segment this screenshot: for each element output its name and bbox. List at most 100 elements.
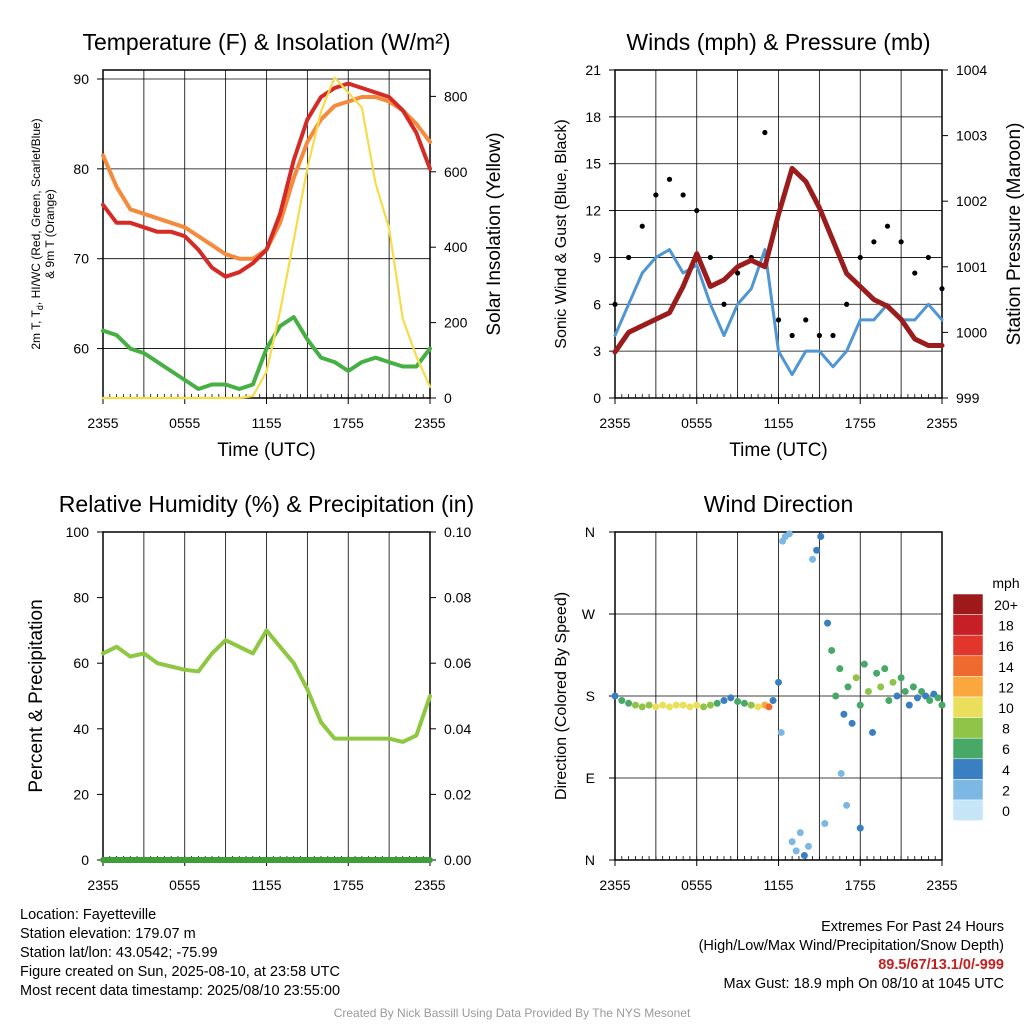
direction-point xyxy=(828,646,836,654)
gust-point xyxy=(653,192,659,198)
gust-point xyxy=(626,254,632,261)
direction-point xyxy=(860,660,868,668)
y-tick-label: 60 xyxy=(73,655,89,671)
direction-point xyxy=(913,694,921,702)
direction-point xyxy=(909,683,917,691)
y-tick-right-label: 800 xyxy=(444,88,468,104)
gust-point xyxy=(639,223,645,229)
legend-swatch xyxy=(952,696,984,718)
y-tick-label: 80 xyxy=(73,161,89,177)
direction-point xyxy=(769,697,777,705)
direction-point xyxy=(873,669,881,677)
legend-label: 16 xyxy=(998,638,1014,654)
station-info: Location: Fayetteville Station elevation… xyxy=(20,906,340,1001)
direction-point xyxy=(877,683,885,691)
legend-swatch xyxy=(952,676,984,698)
y-tick-right-label: 0.04 xyxy=(444,721,471,737)
gust-point xyxy=(830,332,836,339)
y-tick-right-label: 1002 xyxy=(956,193,987,209)
direction-point xyxy=(905,701,913,709)
direction-point xyxy=(775,678,782,686)
direction-point xyxy=(747,701,755,709)
y-tick-label: 100 xyxy=(66,524,90,540)
direction-point xyxy=(938,701,946,709)
y-axis-label: Sonic Wind & Gust (Blue, Black) xyxy=(553,119,570,348)
x-tick-label: 1755 xyxy=(333,415,364,431)
gust-point xyxy=(925,254,931,261)
x-tick-label: 2355 xyxy=(599,415,630,431)
plot-frame xyxy=(102,69,431,399)
legend-label: 8 xyxy=(1002,721,1010,737)
direction-point xyxy=(652,703,660,711)
direction-point xyxy=(856,701,864,709)
direction-point xyxy=(638,703,646,711)
x-tick-label: 2355 xyxy=(599,877,630,893)
direction-point xyxy=(809,555,817,563)
legend-label: 4 xyxy=(1002,762,1010,778)
x-tick-label: 2355 xyxy=(414,415,445,431)
direction-point xyxy=(765,703,773,711)
gust-point xyxy=(721,301,727,307)
gust-point xyxy=(871,239,877,245)
x-tick-label: 0555 xyxy=(169,415,200,431)
y-tick-right-label: 1004 xyxy=(956,62,987,78)
legend-label: 6 xyxy=(1002,741,1010,757)
y-tick-label: 20 xyxy=(73,786,89,802)
x-tick-label: 2355 xyxy=(414,877,445,893)
y-tick-right-label: 0.00 xyxy=(444,852,471,868)
direction-point xyxy=(706,701,714,709)
direction-point xyxy=(666,703,673,711)
created-text: Figure created on Sun, 2025-08-10, at 23… xyxy=(20,964,340,980)
y-tick-label: 0 xyxy=(81,852,89,868)
direction-point xyxy=(631,701,639,709)
gust-point xyxy=(735,270,741,276)
legend-swatch xyxy=(952,614,984,636)
direction-point xyxy=(785,530,793,538)
x-tick-label: 0555 xyxy=(681,877,712,893)
direction-point xyxy=(693,701,701,709)
x-tick-label: 2355 xyxy=(87,415,118,431)
direction-point xyxy=(881,665,889,673)
legend-swatch xyxy=(952,779,984,801)
direction-point xyxy=(840,710,848,718)
y-tick-label: 9 xyxy=(593,249,601,265)
direction-point xyxy=(679,701,687,709)
y-axis-label: Percent & Precipitation xyxy=(26,599,47,792)
series-solar xyxy=(101,76,432,400)
y-tick-label: 21 xyxy=(585,62,601,78)
direction-point xyxy=(611,692,619,700)
direction-point xyxy=(625,699,633,707)
direction-point xyxy=(893,692,901,700)
legend-label: 20+ xyxy=(994,597,1018,613)
direction-point xyxy=(754,703,762,711)
extremes-values: 89.5/67/13.1/0/-999 xyxy=(878,957,1004,973)
direction-point xyxy=(713,699,721,707)
y-tick-right-label: 0 xyxy=(444,390,452,406)
panel-rh: 2355 0555 1155 1755 2355 Relative Humidity (%… xyxy=(26,491,474,893)
direction-point xyxy=(901,687,909,695)
direction-point xyxy=(796,829,804,837)
direction-point xyxy=(645,701,653,709)
x-axis-label: Time (UTC) xyxy=(217,440,316,461)
legend-swatch xyxy=(952,634,984,657)
y-tick-label: 40 xyxy=(73,721,89,737)
legend-swatch xyxy=(952,593,984,615)
y-tick-label: E xyxy=(586,770,595,786)
gust-point xyxy=(789,332,795,339)
x-tick-label: 0555 xyxy=(681,415,712,431)
x-tick-label: 1155 xyxy=(763,415,793,431)
legend-label: 14 xyxy=(998,659,1014,675)
direction-point xyxy=(848,719,856,727)
y-tick-right-label: 1000 xyxy=(956,324,987,340)
gust-point xyxy=(898,239,904,245)
x-tick-label: 1155 xyxy=(763,877,793,893)
y-axis-right-label: Solar Insolation (Yellow) xyxy=(484,132,505,335)
gust-point xyxy=(775,317,782,323)
legend-swatch xyxy=(952,655,984,677)
panel-dir: 2355 0555 1155 1755 2355 Wind Direction N E S W N D… xyxy=(553,491,1020,893)
y-axis-label-line2: & 9m T (Orange) xyxy=(43,189,57,279)
y-tick-label: N xyxy=(585,524,595,540)
gust-point xyxy=(666,176,673,182)
extremes-info: Extremes For Past 24 Hours (High/Low/Max… xyxy=(544,918,1004,994)
